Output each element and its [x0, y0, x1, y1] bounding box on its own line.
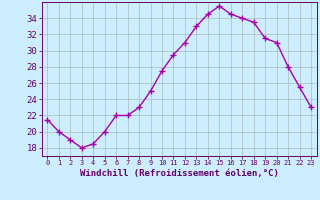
X-axis label: Windchill (Refroidissement éolien,°C): Windchill (Refroidissement éolien,°C)	[80, 169, 279, 178]
